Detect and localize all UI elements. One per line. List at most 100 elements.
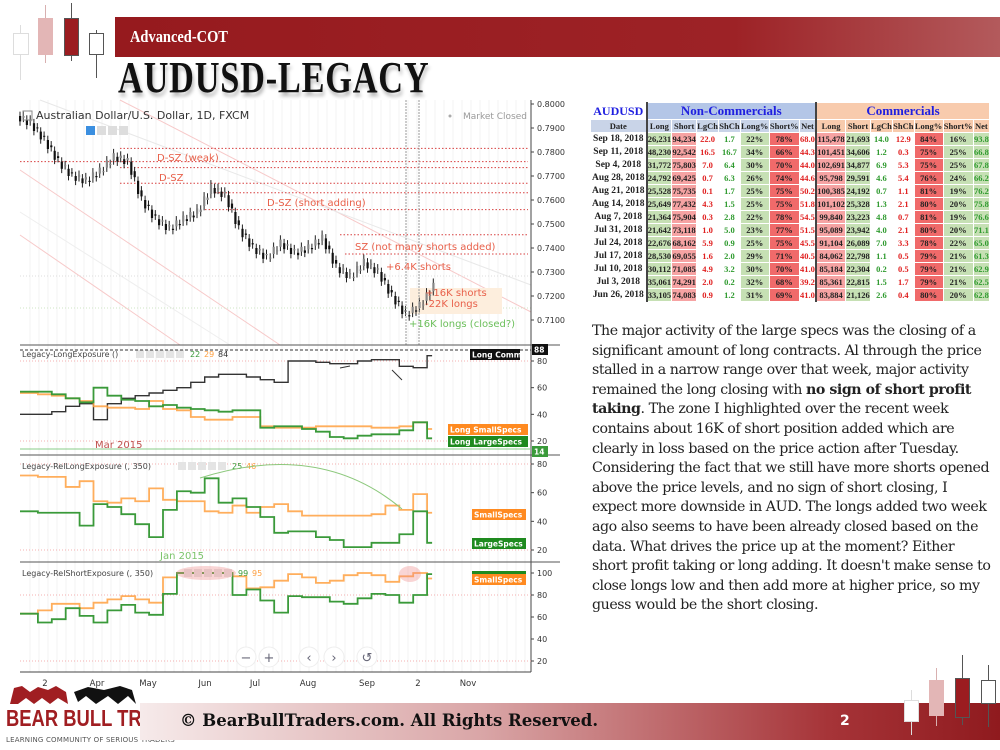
indicator-pane-1[interactable]: 80 60 40 20 Legacy-LongExposure () 22 29 84 bbox=[20, 350, 547, 446]
indicator-control-icon[interactable] bbox=[204, 569, 212, 577]
time-tick-label: Aug bbox=[300, 679, 317, 689]
table-cell: 102,691 bbox=[815, 158, 847, 172]
time-axis[interactable]: 2 Apr May Jun Jul Aug Sep 2 Nov bbox=[42, 679, 476, 689]
table-cell: 24% bbox=[942, 171, 974, 185]
small-series-line bbox=[20, 474, 433, 517]
price-tick-label: 0.7900 bbox=[537, 124, 565, 133]
highlight-ellipse bbox=[176, 566, 236, 580]
date-cell: Jul 10, 2018 bbox=[590, 262, 647, 276]
indicator-control-icon[interactable] bbox=[194, 569, 202, 577]
indicator-control-icon[interactable] bbox=[198, 462, 206, 470]
chevron-left-icon: ‹ bbox=[306, 651, 311, 666]
candle bbox=[432, 282, 435, 292]
commentary-bold: no sign of short profit taking bbox=[592, 381, 972, 418]
indicator-control-icon[interactable] bbox=[178, 462, 186, 470]
table-cell: 99,840 bbox=[815, 210, 847, 224]
axis-tick-label: 80 bbox=[537, 357, 547, 366]
scroll-back-button[interactable] bbox=[298, 646, 320, 668]
table-cell: 2.8 bbox=[718, 210, 741, 224]
table-cell: 76.6 bbox=[972, 210, 991, 224]
reset-button[interactable] bbox=[356, 646, 378, 668]
table-cell: 2.0 bbox=[696, 275, 720, 289]
table-cell: 79% bbox=[913, 249, 944, 263]
candle bbox=[32, 123, 36, 131]
candle bbox=[244, 233, 247, 235]
annotation-longs-22k: -22K longs bbox=[425, 299, 478, 310]
candle bbox=[185, 219, 188, 221]
table-cell: 85,184 bbox=[815, 262, 847, 276]
indicator-control-icon[interactable] bbox=[184, 569, 192, 577]
table-cell: 19% bbox=[942, 210, 974, 224]
indicator-control-icon[interactable] bbox=[156, 350, 164, 358]
candle bbox=[411, 306, 414, 313]
highlight-zone bbox=[410, 288, 502, 314]
table-row: Jul 17, 2018 28,530 69,055 1.6 2.0 29% 71% 40.5… bbox=[590, 249, 991, 263]
remove-icon[interactable] bbox=[119, 126, 128, 135]
candle bbox=[255, 248, 258, 254]
candle bbox=[137, 180, 140, 194]
candle bbox=[182, 215, 185, 222]
settings-icon[interactable] bbox=[86, 126, 95, 135]
table-cell: 91,104 bbox=[815, 236, 847, 250]
candle bbox=[161, 220, 164, 222]
price-axis[interactable]: 0.8000 0.7900 0.7800 0.7700 0.7600 0.7500 0.74… bbox=[531, 100, 565, 325]
indicator-control-icon[interactable] bbox=[176, 350, 184, 358]
axis-tick-label: 80 bbox=[537, 591, 547, 600]
format-icon[interactable] bbox=[108, 126, 117, 135]
indicator-control-icon[interactable] bbox=[214, 569, 222, 577]
relshort-smallspecs-label: SmallSpecs bbox=[474, 576, 523, 585]
axis-tick-label: 20 bbox=[537, 546, 547, 555]
column-header: Short bbox=[671, 119, 698, 133]
table-cell: 30% bbox=[739, 262, 770, 276]
table-cell: 68,162 bbox=[671, 236, 698, 250]
date-cell: Sep 11, 2018 bbox=[590, 145, 647, 159]
table-cell: 84% bbox=[913, 132, 944, 146]
date-cell: Jul 31, 2018 bbox=[590, 223, 647, 237]
collapse-icon[interactable] bbox=[22, 110, 33, 121]
indicator-control-icon[interactable] bbox=[146, 350, 154, 358]
table-cell: 4.3 bbox=[696, 197, 720, 211]
table-cell: 31,772 bbox=[645, 158, 673, 172]
column-header: ShCh bbox=[718, 119, 741, 133]
date-cell: Sep 4, 2018 bbox=[590, 158, 647, 172]
zoom-out-button[interactable] bbox=[235, 646, 257, 668]
source-icon[interactable] bbox=[97, 126, 106, 135]
table-cell: 21,364 bbox=[645, 210, 673, 224]
table-cell: 0.3 bbox=[892, 145, 915, 159]
indicator-control-icon[interactable] bbox=[208, 462, 216, 470]
indicator-control-icon[interactable] bbox=[218, 462, 226, 470]
table-cell: 81% bbox=[913, 210, 944, 224]
table-cell: 22% bbox=[739, 132, 770, 146]
candle bbox=[251, 243, 254, 245]
table-cell: 20% bbox=[942, 288, 974, 302]
small-series-line bbox=[20, 572, 433, 615]
time-tick-label: Jun bbox=[197, 679, 211, 689]
candle bbox=[112, 153, 115, 161]
candle bbox=[303, 250, 306, 253]
table-row: Aug 21, 2018 25,528 75,735 0.1 1.7 25% 75% 50.2… bbox=[590, 184, 991, 198]
table-cell: 70% bbox=[768, 262, 800, 276]
annotation-dsz: D-SZ bbox=[159, 173, 184, 184]
indicator-control-icon[interactable] bbox=[224, 569, 232, 577]
date-cell: Jul 17, 2018 bbox=[590, 249, 647, 263]
indicator-control-icon[interactable] bbox=[188, 462, 196, 470]
highlight-ellipse bbox=[399, 566, 421, 582]
zoom-in-button[interactable] bbox=[258, 646, 280, 668]
time-tick-label: Nov bbox=[460, 679, 477, 689]
candle bbox=[84, 177, 87, 180]
indicator-control-icon[interactable] bbox=[136, 350, 144, 358]
price-tick-label: 0.7500 bbox=[537, 220, 565, 229]
table-cell: 5.4 bbox=[892, 171, 915, 185]
table-cell: 26,089 bbox=[845, 236, 871, 250]
market-status: Market Closed bbox=[463, 112, 527, 122]
table-cell: 75% bbox=[768, 197, 800, 211]
column-header: Long bbox=[815, 119, 847, 133]
table-cell: 35,061 bbox=[645, 275, 673, 289]
table-cell: 1.5 bbox=[718, 197, 741, 211]
table-cell: 7.0 bbox=[696, 158, 720, 172]
column-header: Net bbox=[972, 119, 991, 133]
indicator-control-icon[interactable] bbox=[166, 350, 174, 358]
table-cell: 76% bbox=[913, 171, 944, 185]
scroll-forward-button[interactable] bbox=[323, 646, 345, 668]
tradingview-chart[interactable]: Australian Dollar/U.S. Dollar, 1D, FXCM … bbox=[0, 95, 580, 695]
